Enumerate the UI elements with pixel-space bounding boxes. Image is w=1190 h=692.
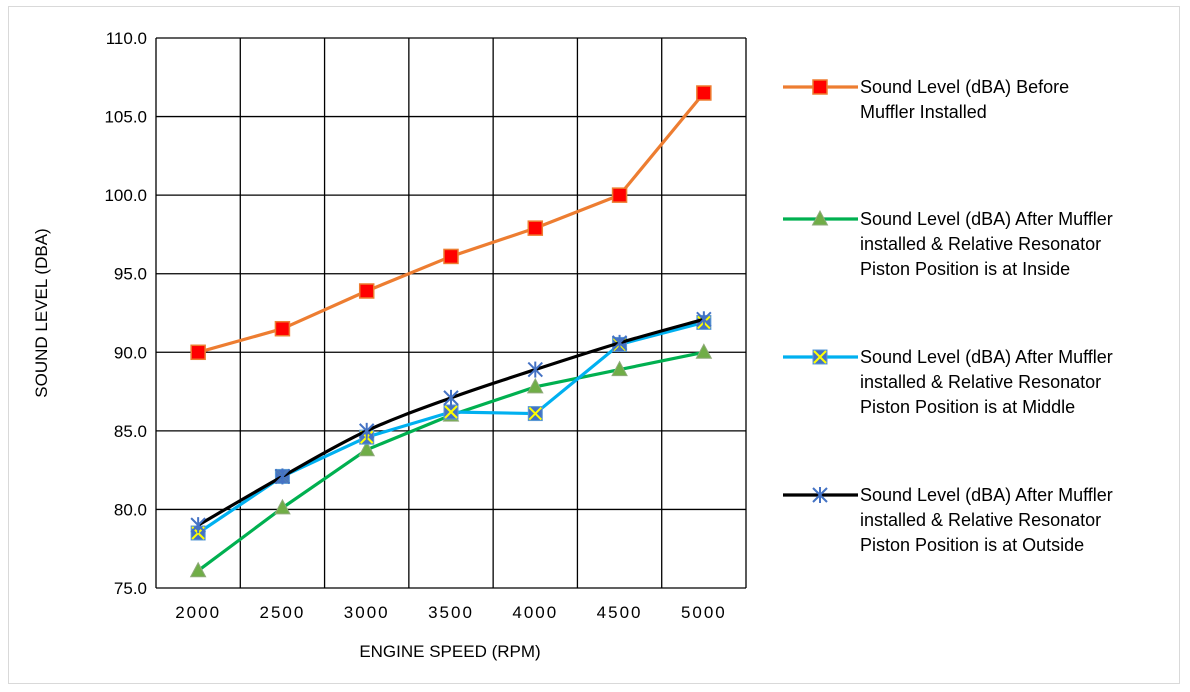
legend-marker xyxy=(812,487,828,503)
data-point xyxy=(611,334,628,351)
x-tick-label: 4500 xyxy=(597,603,643,622)
legend-label: Sound Level (dBA) After Muffler installed… xyxy=(860,485,1113,555)
series-group xyxy=(189,85,713,578)
legend-entry-2: Sound Level (dBA) After Muffler installed… xyxy=(783,209,1113,279)
x-tick-label: 3500 xyxy=(428,603,474,622)
data-point xyxy=(274,468,291,485)
data-point xyxy=(443,248,459,265)
y-axis-ticks: 75.0 80.0 85.0 90.0 95.0 100.0 105.0 110.0 xyxy=(104,29,147,598)
y-tick-label: 95.0 xyxy=(114,265,147,284)
legend-marker xyxy=(812,79,828,95)
data-point xyxy=(611,187,628,203)
data-point xyxy=(359,422,375,439)
data-point xyxy=(526,377,544,394)
legend-label: Sound Level (dBA) Before Muffler Installe… xyxy=(860,77,1069,122)
data-point xyxy=(443,404,459,420)
x-tick-label: 2500 xyxy=(260,603,306,622)
data-point xyxy=(358,283,375,299)
grid-lines xyxy=(155,37,747,589)
legend: Sound Level (dBA) Before Muffler Installe… xyxy=(783,77,1113,555)
y-axis-title: SOUND LEVEL (DBA) xyxy=(32,228,51,397)
data-point xyxy=(443,389,459,406)
x-axis-title: ENGINE SPEED (RPM) xyxy=(359,642,540,661)
x-tick-label: 3000 xyxy=(344,603,390,622)
data-point xyxy=(527,361,543,378)
legend-entry-4: Sound Level (dBA) After Muffler installed… xyxy=(783,485,1113,555)
series-line xyxy=(197,91,706,354)
data-point xyxy=(696,85,712,101)
series-line xyxy=(197,350,705,572)
legend-entry-1: Sound Level (dBA) Before Muffler Installe… xyxy=(783,77,1069,122)
x-axis-ticks: 2000 2500 3000 3500 4000 4500 5000 xyxy=(175,603,727,622)
y-tick-label: 90.0 xyxy=(114,343,147,362)
legend-marker xyxy=(811,209,829,226)
y-tick-label: 75.0 xyxy=(114,579,147,598)
y-tick-label: 105.0 xyxy=(104,108,147,127)
y-tick-label: 110.0 xyxy=(106,29,147,48)
y-tick-label: 100.0 xyxy=(104,186,147,205)
series-2 xyxy=(189,343,713,578)
x-tick-label: 2000 xyxy=(175,603,221,622)
series-1 xyxy=(190,85,712,361)
series-4 xyxy=(190,311,712,534)
data-point xyxy=(358,440,376,457)
chart-container: 75.0 80.0 85.0 90.0 95.0 100.0 105.0 110.0 2000… xyxy=(8,6,1180,684)
data-point xyxy=(695,343,713,359)
series-3 xyxy=(190,314,712,541)
series-line xyxy=(197,317,705,527)
data-point xyxy=(274,320,291,337)
y-tick-label: 80.0 xyxy=(114,500,147,519)
x-tick-label: 4000 xyxy=(512,603,558,622)
data-point xyxy=(696,311,712,328)
series-line xyxy=(197,320,705,535)
data-point xyxy=(190,344,206,361)
legend-label: Sound Level (dBA) After Muffler installed… xyxy=(860,347,1113,417)
legend-marker xyxy=(812,349,828,365)
data-point xyxy=(527,220,544,236)
x-tick-label: 5000 xyxy=(681,603,727,622)
data-point xyxy=(527,406,543,422)
legend-label: Sound Level (dBA) After Muffler installed… xyxy=(860,209,1113,279)
data-point xyxy=(274,498,291,515)
line-chart: 75.0 80.0 85.0 90.0 95.0 100.0 105.0 110.0 2000… xyxy=(32,29,1113,661)
data-point xyxy=(189,561,207,578)
data-point xyxy=(611,360,628,377)
y-tick-label: 85.0 xyxy=(114,422,147,441)
legend-entry-3: Sound Level (dBA) After Muffler installed… xyxy=(783,347,1113,417)
data-point xyxy=(190,517,206,534)
